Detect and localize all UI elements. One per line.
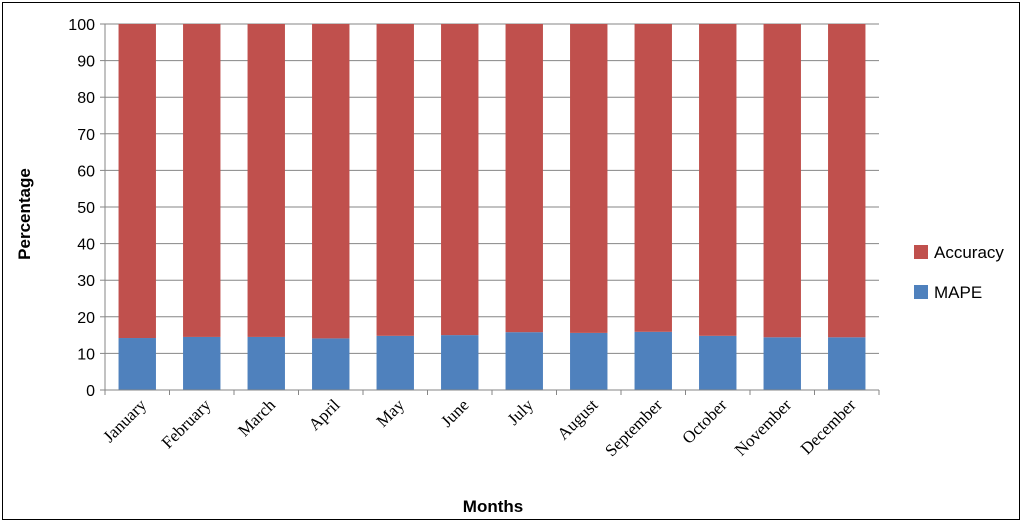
bar-accuracy-september [634,24,672,332]
bar-accuracy-december [828,24,866,338]
x-tick-label: January [99,395,150,446]
y-tick-label: 50 [77,200,95,217]
x-tick-labels: January February March April May June July Augu… [99,395,860,460]
x-tick-label: August [553,395,601,443]
bar-accuracy-may [376,24,414,336]
bar-mape-april [312,338,350,390]
x-tick-label: March [234,395,279,440]
x-axis-title: Months [463,497,523,516]
bar-mape-august [570,332,608,390]
x-tick-label: September [601,395,666,460]
x-tick-label: November [731,395,795,459]
x-tick-label: June [437,395,472,430]
y-tick-labels: 0 10 20 30 40 50 60 70 80 90 100 [68,17,95,400]
x-tick-label: April [305,395,344,434]
bar-mape-september [634,331,672,390]
y-tick-label: 30 [77,273,95,290]
bar-accuracy-january [118,24,156,339]
x-tick-label: October [678,395,730,447]
x-tick-label: July [504,395,538,429]
legend: Accuracy MAPE [914,243,1004,302]
legend-swatch-mape [914,285,928,299]
y-tick-label: 90 [77,54,95,71]
bar-mape-december [828,337,866,390]
bar-mape-november [763,337,801,390]
y-tick-label: 80 [77,90,95,107]
bar-accuracy-march [247,24,285,337]
y-tick-label: 70 [77,127,95,144]
y-tick-label: 10 [77,346,95,363]
y-axis-title: Percentage [15,168,34,260]
bar-accuracy-october [699,24,737,336]
bar-accuracy-june [441,24,479,336]
bar-mape-october [699,335,737,390]
bar-mape-may [376,335,414,390]
gridlines [100,23,879,391]
bar-accuracy-april [312,24,350,339]
y-tick-label: 40 [77,237,95,254]
axes [104,24,880,395]
legend-label-accuracy: Accuracy [934,243,1004,262]
bar-mape-february [183,336,221,390]
x-tick-label: May [373,395,409,431]
x-tick-label: February [158,395,215,452]
bar-accuracy-november [763,24,801,338]
bars [118,24,866,390]
legend-label-mape: MAPE [934,283,982,302]
legend-swatch-accuracy [914,245,928,259]
bar-accuracy-august [570,24,608,333]
bar-mape-july [505,332,543,390]
y-tick-label: 100 [68,17,95,34]
bar-mape-march [247,336,285,390]
x-tick-label: December [797,395,860,458]
y-tick-label: 0 [86,383,95,400]
y-tick-label: 20 [77,310,95,327]
bar-accuracy-july [505,24,543,333]
bar-mape-june [441,335,479,390]
y-tick-label: 60 [77,163,95,180]
bar-accuracy-february [183,24,221,337]
bar-mape-january [118,338,156,390]
